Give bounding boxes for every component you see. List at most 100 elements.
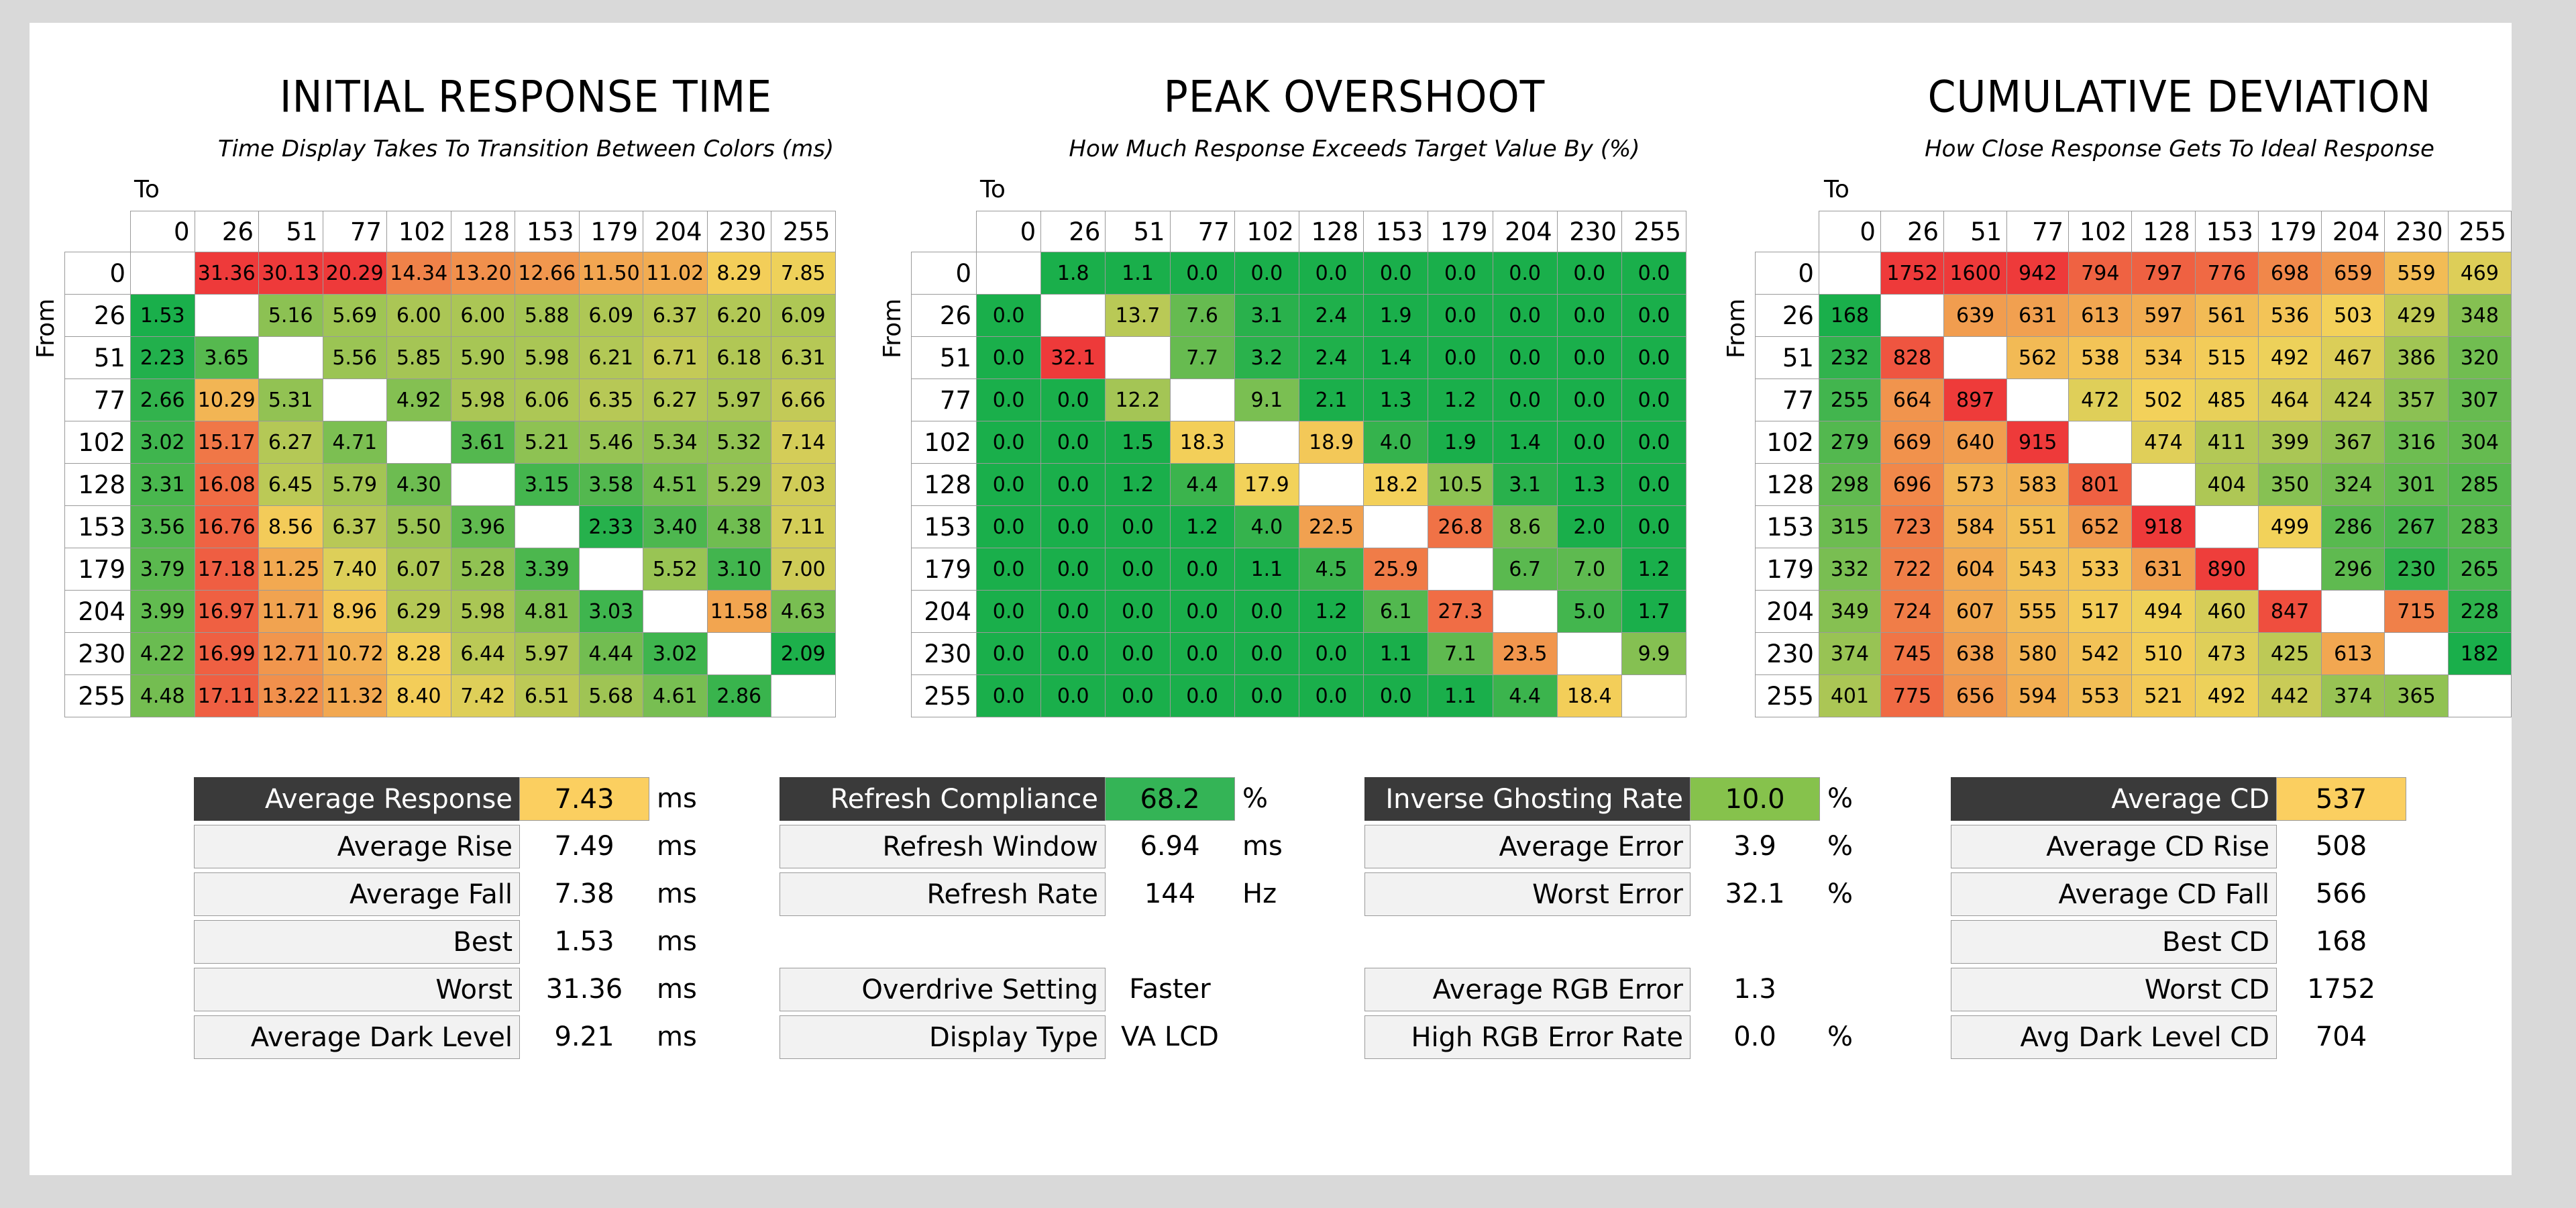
stat-value: 7.38 [554,878,614,909]
heatmap-cell: 0.0 [975,336,1042,379]
stat-display-type: Display Type VA LCD [780,1015,1316,1060]
heatmap-cell [194,294,259,337]
heatmap-cell: 6.7 [1492,548,1558,591]
heatmap-cell: 460 [2194,590,2259,633]
heatmap-cell: 5.98 [515,336,580,379]
heatmap-cell [2257,548,2322,591]
heatmap-cell: 640 [1943,421,2008,464]
heatmap-cell: 10.5 [1428,463,1493,506]
heatmap-cell: 517 [2068,590,2133,633]
row-header: 26 [64,294,131,337]
heatmap-cell: 4.4 [1492,674,1558,717]
heatmap-cell: 8.56 [258,505,323,548]
heatmap-cell: 0.0 [975,505,1042,548]
heatmap-cell: 286 [2321,505,2385,548]
table-row: 230 0.0 0.0 0.0 0.0 0.0 0.0 1.1 7.1 23.5 9.9 [911,632,1687,675]
stat-label: Best [194,920,520,964]
heatmap-cell: 0.0 [1621,379,1687,421]
stat-worst-error: Worst Error 32.1% [1364,872,1901,917]
heatmap-cell: 17.11 [194,674,259,717]
cd-from-axis-label: From [1723,298,1750,358]
stat-label: Average RGB Error [1364,968,1690,1011]
row-header: 204 [1755,590,1819,633]
heatmap-cell: 474 [2131,421,2196,464]
heatmap-cell: 11.25 [258,548,323,591]
table-row: 51 2.23 3.65 5.56 5.85 5.90 5.98 6.21 6.71 6.18 6.… [64,336,836,379]
heatmap-cell: 301 [2384,463,2449,506]
heatmap-cell: 669 [1880,421,1945,464]
response-heatmap-table: 0 26 51 77 102 128 153 179 204 230 255 0 31.36 30.13 2… [64,211,836,717]
stat-average-error: Average Error 3.9% [1364,825,1901,870]
row-header: 179 [64,548,131,591]
heatmap-cell: 357 [2384,379,2449,421]
heatmap-cell: 8.6 [1492,505,1558,548]
heatmap-cell: 4.5 [1298,548,1364,591]
heatmap-cell: 17.9 [1234,463,1299,506]
table-row: 51 232 828 562 538 534 515 492 467 386 320 [1755,336,2512,379]
heatmap-cell: 7.03 [771,463,836,506]
table-row: 26 168 639 631 613 597 561 536 503 429 348 [1755,294,2512,337]
heatmap-cell: 22.5 [1298,505,1364,548]
results-panel: INITIAL RESPONSE TIME Time Display Takes … [30,23,2512,1175]
heatmap-cell [1169,379,1235,421]
heatmap-cell [2321,590,2385,633]
heatmap-cell [1943,336,2008,379]
stat-average-rise: Average Rise 7.49 ms [194,825,731,870]
heatmap-cell: 6.37 [322,505,387,548]
column-header: 0 [130,211,195,252]
heatmap-cell: 6.45 [258,463,323,506]
stat-unit: Hz [1242,878,1277,909]
heatmap-cell: 0.0 [1169,252,1235,295]
heatmap-cell: 485 [2194,379,2259,421]
heatmap-cell: 5.56 [322,336,387,379]
heatmap-cell: 2.86 [706,674,771,717]
heatmap-cell: 0.0 [1040,674,1106,717]
heatmap-cell: 0.0 [1428,336,1493,379]
heatmap-cell: 1.4 [1492,421,1558,464]
stat-label: Refresh Rate [780,872,1106,916]
heatmap-cell: 332 [1818,548,1881,591]
stat-value: 9.21 [554,1021,614,1052]
heatmap-cell: 5.28 [450,548,515,591]
heatmap-cell: 0.0 [1492,379,1558,421]
heatmap-cell: 3.61 [450,421,515,464]
heatmap-cell: 2.66 [130,379,195,421]
heatmap-cell: 0.0 [1621,505,1687,548]
heatmap-cell [1880,294,1945,337]
heatmap-cell: 7.0 [1556,548,1622,591]
heatmap-cell: 0.0 [1621,294,1687,337]
heatmap-cell: 365 [2384,674,2449,717]
stat-label: Worst Error [1364,872,1690,916]
row-header: 153 [64,505,131,548]
heatmap-cell: 4.0 [1234,505,1299,548]
heatmap-cell [771,674,836,717]
row-header: 51 [1755,336,1819,379]
heatmap-cell: 0.0 [1298,674,1364,717]
heatmap-cell: 8.40 [386,674,451,717]
table-row: 26 0.0 13.7 7.6 3.1 2.4 1.9 0.0 0.0 0.0 0.0 [911,294,1687,337]
stat-unit: % [1827,783,1854,814]
heatmap-cell: 6.51 [515,674,580,717]
cd-chart-subtitle: How Close Response Gets To Ideal Respons… [1925,136,2434,162]
heatmap-cell [1556,632,1622,675]
heatmap-cell: 1.1 [1428,674,1493,717]
row-header: 153 [911,505,977,548]
row-header: 102 [64,421,131,464]
heatmap-cell: 0.0 [1621,463,1687,506]
heatmap-cell: 4.51 [643,463,708,506]
heatmap-cell: 715 [2384,590,2449,633]
stat-value: 1.53 [554,926,614,957]
heatmap-cell: 1.9 [1428,421,1493,464]
heatmap-cell [2194,505,2259,548]
row-header: 77 [911,379,977,421]
heatmap-cell: 0.0 [1234,252,1299,295]
stat-unit: ms [1242,831,1283,862]
heatmap-cell: 16.99 [194,632,259,675]
heatmap-cell: 0.0 [1234,632,1299,675]
heatmap-cell: 533 [2068,548,2133,591]
heatmap-cell: 442 [2257,674,2322,717]
heatmap-cell: 0.0 [975,421,1042,464]
heatmap-cell: 464 [2257,379,2322,421]
heatmap-cell: 4.30 [386,463,451,506]
stat-average-response: Average Response 7.43 ms [194,777,731,822]
